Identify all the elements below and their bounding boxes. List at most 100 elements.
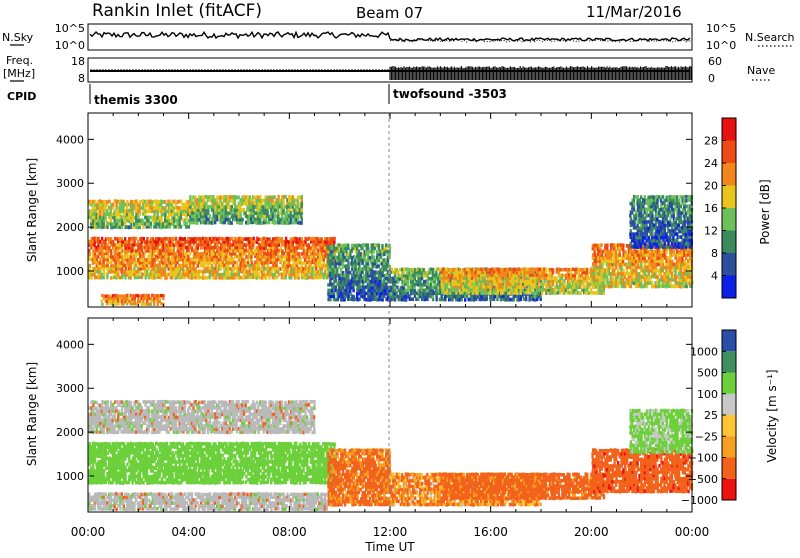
scatter-cell bbox=[323, 261, 325, 265]
scatter-cell bbox=[176, 270, 178, 274]
scatter-cell bbox=[275, 198, 277, 202]
scatter-cell bbox=[265, 261, 267, 265]
scatter-cell bbox=[216, 258, 218, 262]
scatter-cell bbox=[238, 240, 240, 244]
scatter-cell bbox=[281, 240, 283, 244]
scatter-cell bbox=[593, 250, 595, 254]
scatter-cell bbox=[301, 208, 303, 212]
scatter-cell bbox=[466, 291, 468, 295]
scatter-cell bbox=[545, 267, 547, 271]
scatter-cell bbox=[378, 256, 380, 260]
scatter-cell bbox=[135, 249, 137, 253]
scatter-cell bbox=[147, 206, 149, 210]
scatter-cell bbox=[266, 208, 268, 212]
scatter-cell bbox=[478, 268, 480, 272]
scatter-cell bbox=[412, 297, 414, 301]
scatter-cell bbox=[372, 250, 374, 254]
scatter-cell bbox=[512, 268, 514, 272]
scatter-cell bbox=[189, 195, 191, 199]
cpid-label: CPID bbox=[7, 90, 36, 103]
scatter-cell bbox=[121, 252, 123, 256]
scatter-cell bbox=[471, 288, 473, 292]
scatter-cell bbox=[602, 250, 604, 254]
scatter-cell bbox=[440, 274, 442, 278]
scatter-cell bbox=[349, 289, 351, 293]
scatter-cell bbox=[236, 255, 238, 259]
scatter-cell bbox=[552, 280, 554, 284]
scatter-cell bbox=[311, 273, 313, 277]
scatter-cell bbox=[138, 264, 140, 268]
scatter-cell bbox=[142, 219, 144, 223]
scatter-cell bbox=[613, 247, 615, 251]
scatter-cell bbox=[572, 268, 574, 272]
scatter-cell bbox=[108, 206, 110, 210]
scatter-cell bbox=[300, 221, 302, 225]
scatter-cell bbox=[135, 199, 137, 203]
scatter-cell bbox=[539, 295, 541, 299]
scatter-cell bbox=[241, 202, 243, 206]
nsearch-tick-top: 10^5 bbox=[706, 22, 736, 35]
scatter-cell bbox=[209, 198, 211, 202]
scatter-cell bbox=[329, 298, 331, 302]
scatter-cell bbox=[302, 246, 304, 250]
scatter-cell bbox=[622, 269, 624, 273]
scatter-cell bbox=[603, 281, 605, 285]
scatter-cell bbox=[89, 252, 91, 256]
scatter-cell bbox=[153, 200, 155, 204]
scatter-cell bbox=[521, 286, 523, 290]
scatter-cell bbox=[151, 276, 153, 280]
scatter-cell bbox=[352, 283, 354, 287]
scatter-cell bbox=[216, 215, 218, 219]
scatter-cell bbox=[326, 237, 328, 241]
scatter-cell bbox=[194, 267, 196, 271]
scatter-cell bbox=[277, 237, 279, 241]
scatter-cell bbox=[90, 276, 92, 280]
scatter-cell bbox=[469, 283, 471, 287]
scatter-cell bbox=[237, 276, 239, 280]
scatter-cell bbox=[333, 240, 335, 244]
scatter-cell bbox=[378, 244, 380, 248]
scatter-cell bbox=[576, 271, 578, 275]
scatter-cell bbox=[169, 243, 171, 247]
scatter-cell bbox=[232, 240, 234, 244]
scatter-cell bbox=[538, 277, 540, 281]
scatter-cell bbox=[520, 292, 522, 296]
scatter-cell bbox=[500, 280, 502, 284]
scatter-cell bbox=[376, 292, 378, 296]
scatter-cell bbox=[178, 258, 180, 262]
scatter-cell bbox=[106, 249, 108, 253]
scatter-cell bbox=[250, 258, 252, 262]
scatter-cell bbox=[215, 276, 217, 280]
scatter-cell bbox=[214, 221, 216, 225]
scatter-cell bbox=[298, 252, 300, 256]
scatter-cell bbox=[520, 283, 522, 287]
scatter-cell bbox=[99, 199, 101, 203]
scatter-cell bbox=[361, 247, 363, 251]
scatter-cell bbox=[148, 215, 150, 219]
scatter-cell bbox=[231, 237, 233, 241]
scatter-cell bbox=[150, 225, 152, 229]
scatter-cell bbox=[570, 268, 572, 272]
scatter-cell bbox=[264, 202, 266, 206]
scatter-cell bbox=[203, 258, 205, 262]
scatter-cell bbox=[123, 264, 125, 268]
scatter-cell bbox=[196, 202, 198, 206]
scatter-cell bbox=[563, 291, 565, 295]
scatter-cell bbox=[103, 261, 105, 265]
nsky-trace bbox=[90, 32, 690, 41]
scatter-cell bbox=[281, 237, 283, 241]
scatter-cell bbox=[210, 246, 212, 250]
nsky-tick-bottom: 10^0 bbox=[55, 39, 85, 52]
scatter-cell bbox=[406, 271, 408, 275]
scatter-cell bbox=[372, 276, 374, 280]
cpid-segment-2: twofsound -3503 bbox=[393, 87, 507, 101]
scatter-cell bbox=[207, 205, 209, 209]
scatter-cell bbox=[128, 209, 130, 213]
scatter-cell bbox=[498, 283, 500, 287]
scatter-cell bbox=[414, 289, 416, 293]
scatter-cell bbox=[561, 274, 563, 278]
cpid-segment-1: themis 3300 bbox=[94, 93, 178, 107]
scatter-cell bbox=[525, 298, 527, 302]
scatter-cell bbox=[135, 237, 137, 241]
scatter-cell bbox=[466, 286, 468, 290]
